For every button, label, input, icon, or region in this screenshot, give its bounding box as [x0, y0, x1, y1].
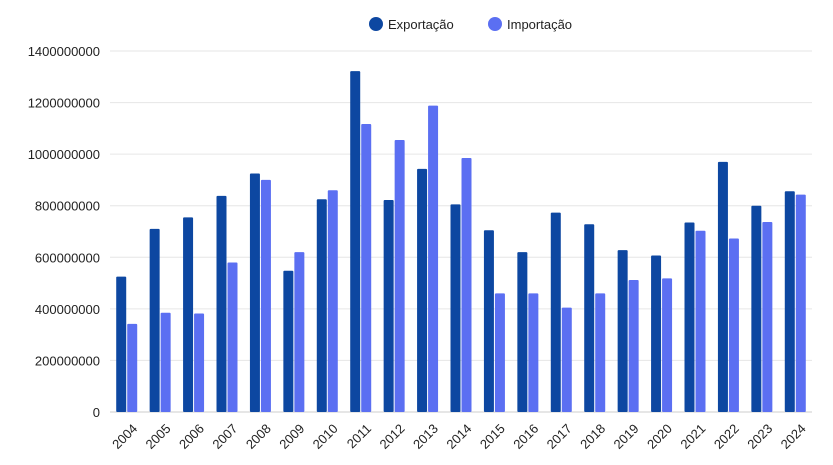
x-tick-label: 2017: [544, 421, 575, 452]
bar-exportacao-2010[interactable]: [316, 199, 327, 412]
x-tick-label: 2021: [677, 421, 708, 452]
bar-exportacao-2020[interactable]: [651, 255, 662, 412]
x-tick-label: 2013: [410, 421, 441, 452]
x-tick-label: 2006: [176, 421, 207, 452]
y-tick-label: 200000000: [35, 353, 100, 368]
x-tick-label: 2004: [109, 421, 140, 452]
x-tick-label: 2019: [611, 421, 642, 452]
bar-importacao-2018[interactable]: [595, 293, 606, 412]
x-tick-label: 2015: [477, 421, 508, 452]
bar-importacao-2015[interactable]: [494, 293, 505, 412]
legend-item-exportacao[interactable]: Exportação: [369, 17, 454, 32]
x-tick-label: 2011: [344, 421, 374, 451]
bar-importacao-2020[interactable]: [662, 278, 673, 412]
bar-exportacao-2014[interactable]: [450, 204, 461, 412]
legend-label: Importação: [507, 17, 572, 32]
y-tick-label: 400000000: [35, 302, 100, 317]
bar-importacao-2007[interactable]: [227, 262, 238, 412]
legend-marker: [369, 17, 383, 31]
bar-importacao-2024[interactable]: [795, 194, 806, 412]
x-tick-label: 2014: [443, 421, 474, 452]
bar-importacao-2023[interactable]: [762, 221, 773, 412]
x-tick-label: 2024: [778, 421, 809, 452]
bar-importacao-2014[interactable]: [461, 158, 472, 412]
bar-importacao-2004[interactable]: [127, 323, 138, 412]
grid-lines: [110, 50, 812, 413]
bar-importacao-2005[interactable]: [160, 312, 171, 412]
bar-exportacao-2015[interactable]: [483, 230, 494, 412]
bar-exportacao-2004[interactable]: [116, 276, 127, 412]
bar-exportacao-2018[interactable]: [584, 224, 595, 412]
bar-exportacao-2008[interactable]: [249, 173, 260, 412]
x-tick-label: 2008: [243, 421, 274, 452]
bar-importacao-2008[interactable]: [260, 179, 271, 412]
y-tick-label: 0: [93, 405, 100, 420]
bar-importacao-2006[interactable]: [194, 313, 205, 412]
x-tick-label: 2016: [510, 421, 541, 452]
x-axis-ticks: 2004 2005 2006 2007 2008 2009 2010 2011 2012 2013…: [109, 421, 809, 452]
bar-exportacao-2024[interactable]: [784, 191, 795, 412]
legend-label: Exportação: [388, 17, 454, 32]
x-tick-label: 2020: [644, 421, 675, 452]
bar-exportacao-2013[interactable]: [417, 168, 428, 412]
bar-importacao-2017[interactable]: [561, 307, 572, 412]
bars: [116, 71, 806, 413]
y-tick-label: 1000000000: [28, 147, 100, 162]
bar-exportacao-2023[interactable]: [751, 205, 762, 412]
bar-exportacao-2005[interactable]: [149, 228, 160, 412]
bar-exportacao-2017[interactable]: [550, 212, 561, 412]
bar-importacao-2013[interactable]: [428, 105, 439, 412]
legend: Exportação Importação: [369, 17, 572, 32]
bar-exportacao-2011[interactable]: [350, 71, 361, 412]
bar-exportacao-2009[interactable]: [283, 270, 294, 412]
bar-exportacao-2022[interactable]: [717, 161, 728, 412]
y-axis-ticks: 0 200000000 400000000 600000000 800000000 100…: [28, 44, 100, 420]
bar-importacao-2021[interactable]: [695, 230, 706, 412]
x-tick-label: 2018: [577, 421, 608, 452]
x-tick-label: 2009: [276, 421, 307, 452]
bar-exportacao-2021[interactable]: [684, 222, 695, 412]
legend-marker: [488, 17, 502, 31]
bar-exportacao-2006[interactable]: [183, 217, 194, 412]
x-tick-label: 2005: [143, 421, 174, 452]
bar-exportacao-2016[interactable]: [517, 252, 528, 412]
y-tick-label: 800000000: [35, 199, 100, 214]
x-tick-label: 2023: [744, 421, 775, 452]
bar-importacao-2019[interactable]: [628, 279, 639, 412]
bar-exportacao-2012[interactable]: [383, 200, 394, 412]
bar-exportacao-2007[interactable]: [216, 195, 227, 412]
bar-importacao-2012[interactable]: [394, 139, 405, 413]
bar-exportacao-2019[interactable]: [617, 250, 628, 412]
bar-importacao-2016[interactable]: [528, 293, 539, 412]
x-tick-label: 2022: [711, 421, 742, 452]
bar-importacao-2010[interactable]: [327, 190, 338, 412]
bar-importacao-2011[interactable]: [361, 123, 372, 412]
x-tick-label: 2010: [310, 421, 341, 452]
bar-importacao-2009[interactable]: [294, 252, 305, 412]
x-tick-label: 2012: [377, 421, 408, 452]
legend-item-importacao[interactable]: Importação: [488, 17, 572, 32]
y-tick-label: 1200000000: [28, 96, 100, 111]
bar-importacao-2022[interactable]: [728, 238, 739, 412]
x-tick-label: 2007: [209, 421, 240, 452]
y-tick-label: 1400000000: [28, 44, 100, 59]
y-tick-label: 600000000: [35, 250, 100, 265]
